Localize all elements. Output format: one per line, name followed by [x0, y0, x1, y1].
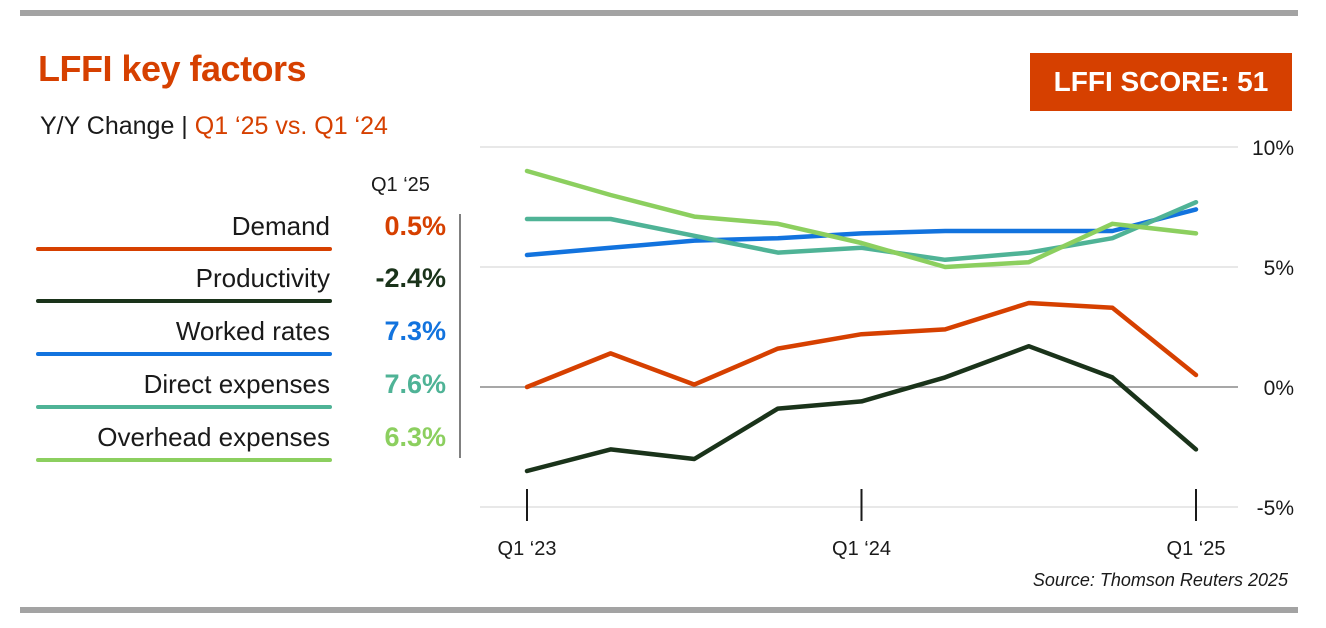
- legend-item-demand: Demand 0.5%: [36, 211, 446, 257]
- legend-swatch: [36, 405, 332, 409]
- series-line-overhead-expenses: [524, 168, 1199, 270]
- chart-title: LFFI key factors: [38, 48, 307, 89]
- chart-subtitle: Y/Y Change | Q1 ‘25 vs. Q1 ‘24: [40, 112, 388, 141]
- legend-value: 0.5%: [384, 211, 446, 241]
- legend-swatch: [36, 458, 332, 462]
- bottom-rule: [20, 607, 1298, 613]
- series-line-demand: [524, 300, 1199, 390]
- legend-column-header: Q1 ‘25: [371, 174, 430, 196]
- series-line-worked-rates: [524, 207, 1199, 258]
- y-tick-label: 5%: [1264, 257, 1294, 280]
- legend-label: Direct expenses: [143, 369, 330, 399]
- legend-value: 6.3%: [384, 422, 446, 452]
- x-tick-label: Q1 ‘25: [1167, 538, 1226, 560]
- y-tick-label: 10%: [1252, 137, 1294, 160]
- legend-label: Demand: [231, 211, 330, 241]
- y-tick-label: -5%: [1257, 497, 1294, 520]
- legend-swatch: [36, 299, 332, 303]
- legend-value: 7.6%: [384, 369, 446, 399]
- series-line-direct-expenses: [524, 199, 1199, 263]
- top-rule: [20, 10, 1298, 16]
- legend-separator: [459, 214, 461, 458]
- subtitle-prefix: Y/Y Change |: [40, 112, 188, 140]
- source-note: Source: Thomson Reuters 2025: [1032, 570, 1288, 590]
- legend-label: Worked rates: [175, 316, 330, 346]
- series-line-productivity: [524, 343, 1199, 474]
- x-tick-label: Q1 ‘24: [832, 538, 891, 560]
- subtitle-period: Q1 ‘25 vs. Q1 ‘24: [194, 112, 388, 140]
- x-tick-label: Q1 ‘23: [498, 538, 557, 560]
- score-badge: LFFI SCORE: 51: [1030, 53, 1292, 111]
- legend-swatch: [36, 352, 332, 356]
- legend-label: Overhead expenses: [97, 422, 330, 452]
- y-tick-label: 0%: [1264, 377, 1294, 400]
- legend-swatch: [36, 247, 332, 251]
- legend-label: Productivity: [195, 263, 330, 293]
- legend-item-productivity: Productivity -2.4%: [36, 263, 446, 309]
- legend-item-overhead-expenses: Overhead expenses 6.3%: [36, 422, 446, 468]
- legend-value: -2.4%: [375, 263, 446, 293]
- legend-value: 7.3%: [384, 316, 446, 346]
- legend-item-worked-rates: Worked rates 7.3%: [36, 316, 446, 362]
- legend-item-direct-expenses: Direct expenses 7.6%: [36, 369, 446, 415]
